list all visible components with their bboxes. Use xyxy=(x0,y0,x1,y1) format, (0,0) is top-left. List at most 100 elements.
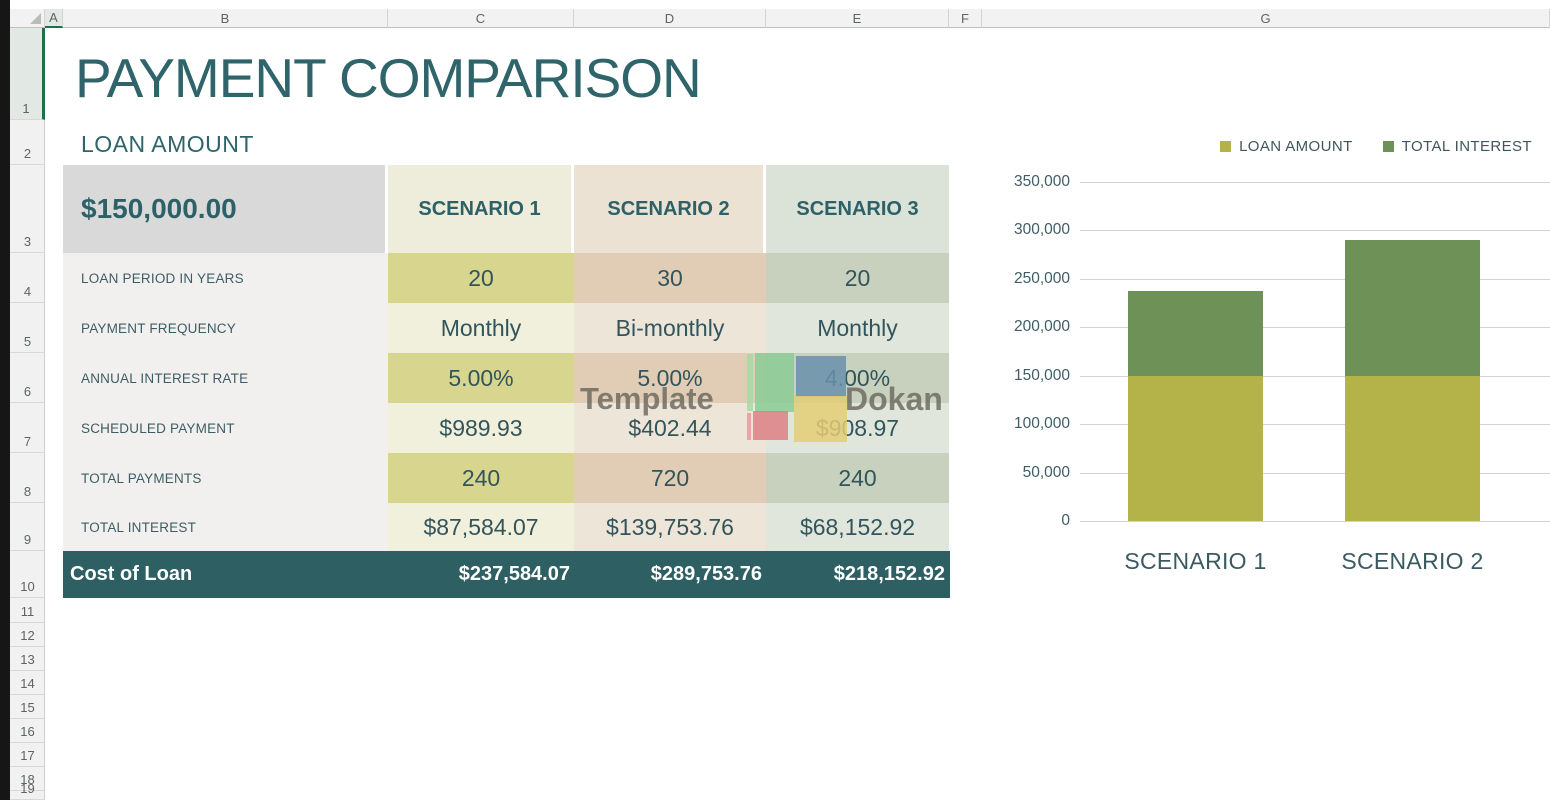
page-title[interactable]: PAYMENT COMPARISON xyxy=(75,47,702,109)
table-row: ANNUAL INTEREST RATE 5.00% 5.00% 4.00% xyxy=(63,353,950,403)
table-row: PAYMENT FREQUENCY Monthly Bi-monthly Monthl… xyxy=(63,303,950,353)
chart-gridline xyxy=(1080,375,1550,377)
value-cell[interactable]: 5.00% xyxy=(574,353,766,403)
value-cell[interactable]: $139,753.76 xyxy=(574,503,766,551)
row-label-cell[interactable]: SCHEDULED PAYMENT xyxy=(63,403,388,453)
chart-ytick-label: 150,000 xyxy=(1013,366,1070,384)
legend-label: TOTAL INTEREST xyxy=(1401,138,1532,155)
chart-gridline xyxy=(1080,521,1550,522)
value-cell[interactable]: 30 xyxy=(574,253,766,303)
row-header-16[interactable]: 16 xyxy=(10,719,45,743)
value-cell[interactable]: 4.00% xyxy=(766,353,949,403)
value-cell[interactable]: Monthly xyxy=(766,303,949,353)
row-header-3[interactable]: 3 xyxy=(10,165,45,253)
chart-gridline xyxy=(1080,424,1550,426)
chart-bar-segment-loan-amount[interactable] xyxy=(1345,375,1480,521)
row-header-7[interactable]: 7 xyxy=(10,403,45,453)
cost-of-loan-label[interactable]: Cost of Loan xyxy=(70,563,193,585)
row-label-cell[interactable]: LOAN PERIOD IN YEARS xyxy=(63,253,388,303)
payment-comparison-chart: LOAN AMOUNT TOTAL INTEREST 0 50,000 100,000 1… xyxy=(982,130,1550,600)
value-cell[interactable]: $87,584.07 xyxy=(388,503,574,551)
loan-amount-section-label[interactable]: LOAN AMOUNT xyxy=(81,131,254,157)
chart-gridline xyxy=(1080,472,1550,474)
row-header-1[interactable]: 1 xyxy=(10,28,45,120)
column-header-C[interactable]: C xyxy=(388,9,574,28)
chart-bar-segment-total-interest[interactable] xyxy=(1128,290,1263,376)
chart-ytick-label: 50,000 xyxy=(1022,463,1070,481)
chart-ytick-label: 100,000 xyxy=(1013,415,1070,433)
legend-swatch-icon xyxy=(1382,141,1394,152)
chart-gridline xyxy=(1080,278,1550,280)
row-header-15[interactable]: 15 xyxy=(10,695,45,719)
row-header-6[interactable]: 6 xyxy=(10,353,45,403)
row-header-18[interactable]: 18 xyxy=(10,767,45,791)
row-header-10[interactable]: 10 xyxy=(10,551,45,598)
column-header-E[interactable]: E xyxy=(766,9,949,28)
loan-amount-cell[interactable]: $150,000.00 xyxy=(63,165,388,253)
column-header-A[interactable]: A xyxy=(45,9,63,28)
row-header-8[interactable]: 8 xyxy=(10,453,45,503)
row-header-9[interactable]: 9 xyxy=(10,503,45,551)
chart-ytick-label: 0 xyxy=(1061,512,1070,529)
chart-ytick-label: 350,000 xyxy=(1013,173,1070,190)
chart-ytick-label: 250,000 xyxy=(1013,269,1070,287)
legend-label: LOAN AMOUNT xyxy=(1239,138,1353,155)
value-cell[interactable]: $989.93 xyxy=(388,403,574,453)
value-cell[interactable]: Monthly xyxy=(388,303,574,353)
chart-gridline xyxy=(1080,182,1550,183)
chart-gridline xyxy=(1080,230,1550,232)
window-edge xyxy=(0,0,10,800)
value-cell[interactable]: $402.44 xyxy=(574,403,766,453)
row-header-2[interactable]: 2 xyxy=(10,120,45,165)
chart-gridline xyxy=(1080,327,1550,329)
column-header-F[interactable]: F xyxy=(949,9,982,28)
column-header-B[interactable]: B xyxy=(63,9,388,28)
scenario-header-3[interactable]: SCENARIO 3 xyxy=(766,165,949,253)
row-header-4[interactable]: 4 xyxy=(10,253,45,303)
chart-ytick-label: 300,000 xyxy=(1013,221,1070,239)
chart-legend: LOAN AMOUNT TOTAL INTEREST xyxy=(1220,138,1532,155)
scenario-header-2[interactable]: SCENARIO 2 xyxy=(574,165,766,253)
select-all-icon xyxy=(30,13,41,24)
legend-swatch-icon xyxy=(1220,141,1232,152)
select-all-button[interactable] xyxy=(10,9,45,28)
row-header-13[interactable]: 13 xyxy=(10,647,45,671)
row-label-cell[interactable]: TOTAL PAYMENTS xyxy=(63,453,388,503)
table-row: LOAN PERIOD IN YEARS 20 30 20 xyxy=(63,253,950,303)
loan-comparison-table: $150,000.00 SCENARIO 1 SCENARIO 2 SCENARIO … xyxy=(63,165,950,598)
row-header-5[interactable]: 5 xyxy=(10,303,45,353)
value-cell[interactable]: $908.97 xyxy=(766,403,949,453)
row-label-cell[interactable]: PAYMENT FREQUENCY xyxy=(63,303,388,353)
row-header-14[interactable]: 14 xyxy=(10,671,45,695)
table-row: TOTAL INTEREST $87,584.07 $139,753.76 $68,1… xyxy=(63,503,950,551)
value-cell[interactable]: 20 xyxy=(388,253,574,303)
row-header-12[interactable]: 12 xyxy=(10,623,45,647)
legend-item[interactable]: TOTAL INTEREST xyxy=(1382,138,1532,155)
cost-of-loan-value[interactable]: $218,152.92 xyxy=(833,563,945,585)
chart-bar-segment-loan-amount[interactable] xyxy=(1128,375,1263,521)
row-label-cell[interactable]: TOTAL INTEREST xyxy=(63,503,388,551)
column-header-D[interactable]: D xyxy=(574,9,766,28)
row-header-band: 1 2 3 4 5 6 7 8 9 10 11 12 13 14 15 16 17 18 19 xyxy=(10,28,45,800)
value-cell[interactable]: 240 xyxy=(388,453,574,503)
cost-of-loan-value[interactable]: $237,584.07 xyxy=(458,563,570,585)
row-label-cell[interactable]: ANNUAL INTEREST RATE xyxy=(63,353,388,403)
cost-of-loan-value[interactable]: $289,753.76 xyxy=(650,563,762,585)
row-header-11[interactable]: 11 xyxy=(10,598,45,623)
value-cell[interactable]: 720 xyxy=(574,453,766,503)
value-cell[interactable]: Bi-monthly xyxy=(574,303,766,353)
table-row: SCHEDULED PAYMENT $989.93 $402.44 $908.97 xyxy=(63,403,950,453)
value-cell[interactable]: 20 xyxy=(766,253,949,303)
chart-xtick-label: SCENARIO 1 xyxy=(1124,548,1267,574)
value-cell[interactable]: $68,152.92 xyxy=(766,503,949,551)
row-header-17[interactable]: 17 xyxy=(10,743,45,767)
scenario-header-1[interactable]: SCENARIO 1 xyxy=(388,165,574,253)
table-row: TOTAL PAYMENTS 240 720 240 xyxy=(63,453,950,503)
value-cell[interactable]: 240 xyxy=(766,453,949,503)
legend-item[interactable]: LOAN AMOUNT xyxy=(1220,138,1353,155)
chart-bar-segment-total-interest[interactable] xyxy=(1345,240,1480,376)
value-cell[interactable]: 5.00% xyxy=(388,353,574,403)
